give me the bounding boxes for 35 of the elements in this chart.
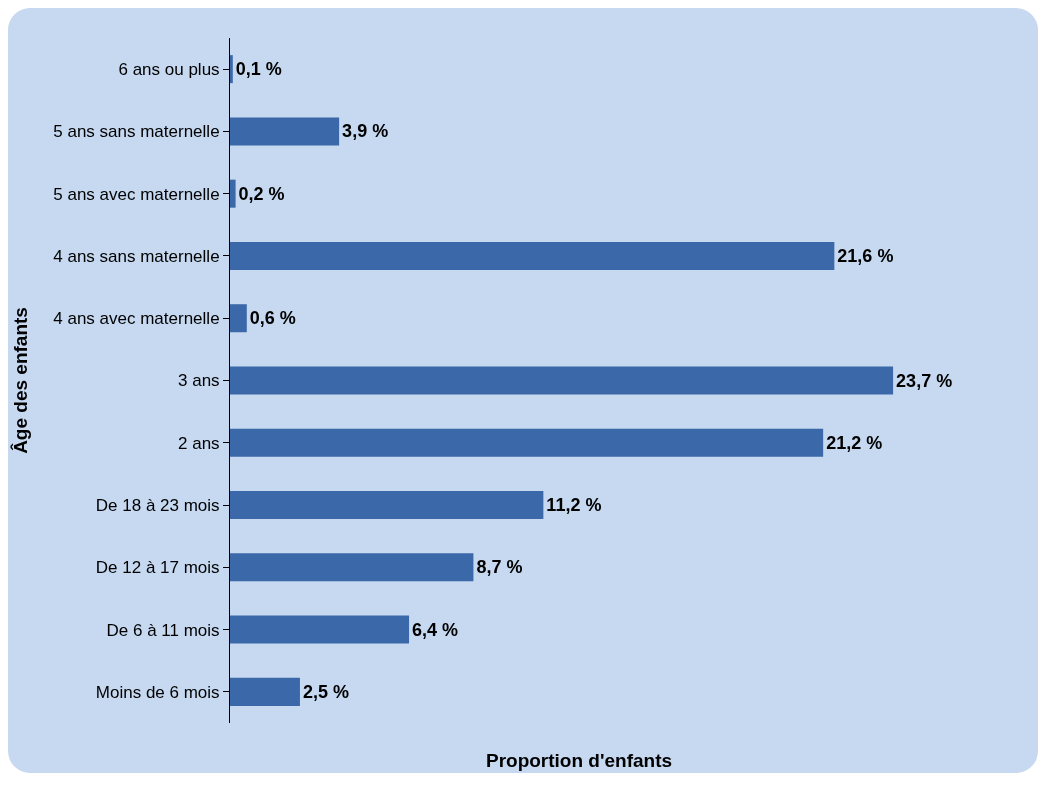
data-label: 21,6 % (837, 245, 894, 266)
y-tick-label: De 6 à 11 mois (106, 620, 220, 640)
y-tick-label: 4 ans avec maternelle (53, 309, 220, 329)
data-label: 3,9 % (342, 121, 389, 142)
data-label: 0,2 % (238, 183, 285, 204)
bar (230, 615, 410, 644)
y-axis-title: Âge des enfants (10, 307, 32, 454)
bar (230, 366, 894, 395)
y-tick-label: 3 ans (178, 371, 220, 391)
data-label: 21,2 % (826, 432, 883, 453)
bar (230, 553, 474, 582)
data-label: 11,2 % (546, 495, 602, 516)
data-label: 0,6 % (249, 308, 296, 329)
bar (230, 55, 233, 84)
data-label: 8,7 % (476, 557, 523, 578)
bar (230, 428, 824, 457)
y-tick-label: Moins de 6 mois (95, 682, 220, 702)
bar (230, 491, 544, 520)
y-tick-label: 6 ans ou plus (118, 60, 220, 80)
bar (230, 241, 835, 270)
data-label: 6,4 % (412, 619, 459, 640)
bar (230, 117, 340, 146)
data-label: 2,5 % (302, 681, 349, 702)
y-tick-label: 5 ans avec maternelle (53, 184, 220, 204)
y-tick-label: De 12 à 17 mois (95, 558, 220, 578)
bar (230, 677, 300, 706)
y-tick-label: 5 ans sans maternelle (53, 122, 220, 142)
data-label: 23,7 % (896, 370, 953, 391)
y-tick-label: 2 ans (178, 433, 220, 453)
bar (230, 304, 247, 333)
x-axis-title: Proportion d'enfants (485, 749, 673, 771)
y-tick-label: De 18 à 23 mois (95, 496, 220, 515)
data-label: 0,1 % (235, 59, 282, 80)
y-tick-label: 4 ans sans maternelle (53, 246, 220, 266)
bar (230, 179, 236, 208)
